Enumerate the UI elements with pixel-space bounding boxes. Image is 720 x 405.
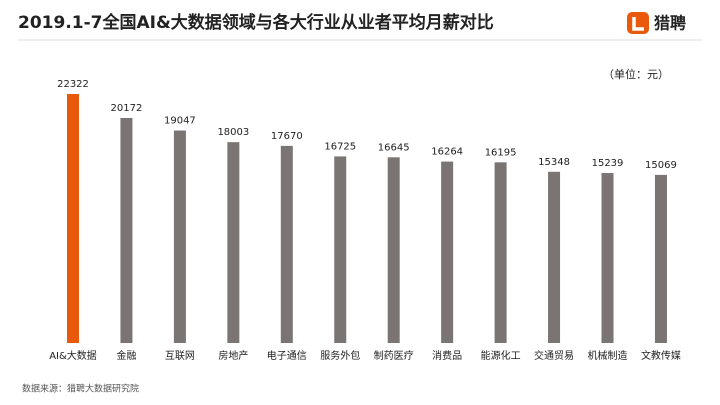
x-tick-label: 机械制造: [588, 349, 628, 362]
value-label: 19047: [164, 116, 196, 127]
x-tick-label: 互联网: [165, 350, 195, 362]
value-label: 16195: [485, 147, 517, 158]
x-tick-label: 房地产: [218, 349, 248, 362]
value-label: 22322: [57, 79, 89, 90]
logo-text: 猎聘: [654, 14, 686, 33]
bar: [334, 156, 347, 343]
x-tick-label: 能源化工: [481, 349, 521, 362]
bar: [120, 117, 133, 343]
value-label: 16645: [378, 142, 410, 153]
bar: [67, 94, 79, 343]
value-label: 20172: [111, 103, 143, 114]
bar: [227, 142, 240, 343]
bar: [494, 162, 507, 343]
value-label: 18003: [217, 127, 249, 138]
value-label: 17670: [271, 131, 303, 142]
source-note: 数据来源：猎聘大数据研究院: [22, 383, 139, 395]
logo-mark: [632, 17, 644, 31]
x-tick-label: 金融: [116, 349, 136, 362]
value-label: 15348: [538, 157, 570, 168]
value-label: 15069: [645, 160, 677, 171]
bar: [654, 174, 667, 343]
value-label: 16264: [431, 147, 463, 158]
x-tick-label: 电子通信: [267, 349, 307, 362]
x-tick-label: AI&大数据: [49, 349, 97, 362]
bar: [601, 173, 614, 343]
chart-title: 2019.1-7全国AI&大数据领域与各大行业从业者平均月薪对比: [18, 12, 494, 33]
x-tick-label: 服务外包: [320, 349, 360, 362]
x-tick-label: 制药医疗: [374, 349, 414, 362]
bar: [387, 157, 400, 343]
bar: [548, 171, 561, 343]
unit-note: （单位：元）: [603, 67, 669, 81]
x-tick-label: 交通贸易: [534, 349, 574, 362]
x-tick-label: 文教传媒: [641, 349, 681, 362]
bar: [441, 161, 454, 343]
logo: 猎聘: [627, 12, 686, 34]
bar: [173, 130, 186, 343]
value-label: 16725: [324, 141, 356, 152]
value-label: 15239: [592, 158, 624, 169]
x-tick-label: 消费品: [432, 349, 462, 362]
bar: [280, 145, 293, 343]
